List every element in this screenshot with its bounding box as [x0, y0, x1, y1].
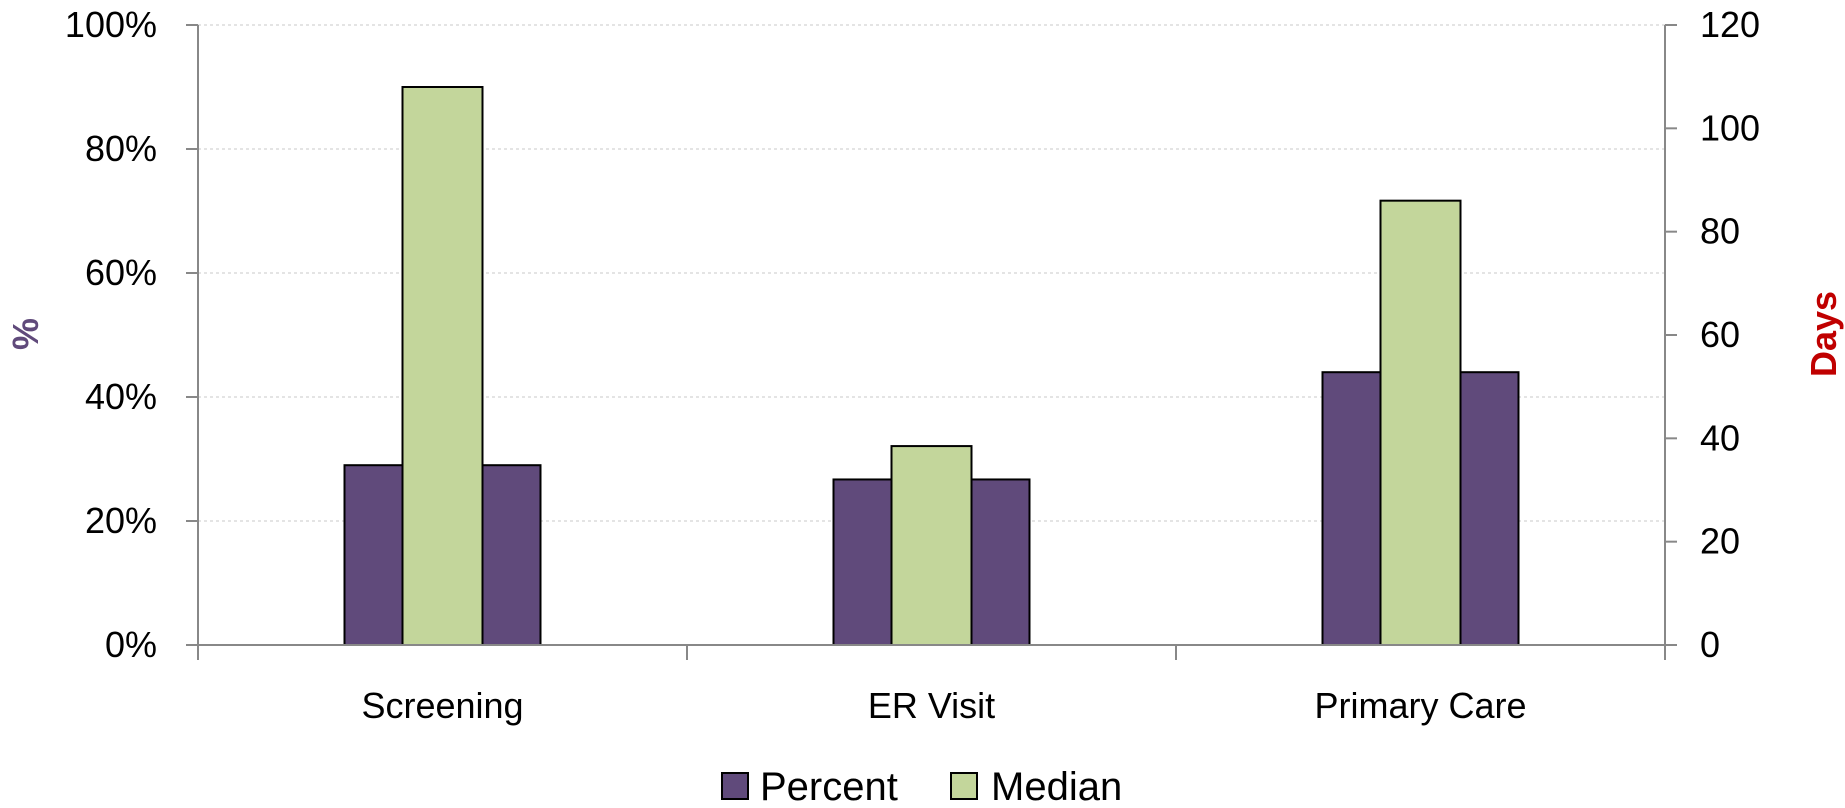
left-tick-label: 80% [85, 128, 157, 169]
right-axis-title: Days [1803, 291, 1844, 377]
category-label: Screening [361, 685, 523, 726]
legend-swatch-percent [721, 772, 749, 800]
legend-swatch-median [950, 772, 978, 800]
right-tick-label: 120 [1700, 4, 1760, 45]
category-labels: Screening ER Visit Primary Care [361, 685, 1526, 726]
bar-median-primary-care [1379, 199, 1462, 647]
right-tick-label: 0 [1700, 624, 1720, 665]
legend: Percent Median [721, 765, 1122, 808]
right-tick-label: 100 [1700, 107, 1760, 148]
left-tick-label: 20% [85, 500, 157, 541]
right-tick-label: 60 [1700, 314, 1740, 355]
left-axis-title: % [5, 318, 46, 350]
category-label: Primary Care [1314, 685, 1526, 726]
bar-median-er-visit [890, 445, 973, 647]
left-tick-label: 0% [105, 624, 157, 665]
category-label: ER Visit [868, 685, 995, 726]
right-tick-label: 20 [1700, 521, 1740, 562]
left-tick-label: 60% [85, 252, 157, 293]
left-tick-label: 40% [85, 376, 157, 417]
legend-label-median: Median [991, 765, 1122, 808]
left-axis-ticks: 0% 20% 40% 60% 80% 100% [65, 4, 198, 665]
bar-median-screening [401, 86, 484, 646]
right-tick-label: 80 [1700, 211, 1740, 252]
legend-label-percent: Percent [760, 765, 898, 808]
bars [343, 86, 1520, 647]
right-axis-ticks: 0 20 40 60 80 100 120 [1665, 4, 1760, 665]
left-tick-label: 100% [65, 4, 157, 45]
right-tick-label: 40 [1700, 417, 1740, 458]
